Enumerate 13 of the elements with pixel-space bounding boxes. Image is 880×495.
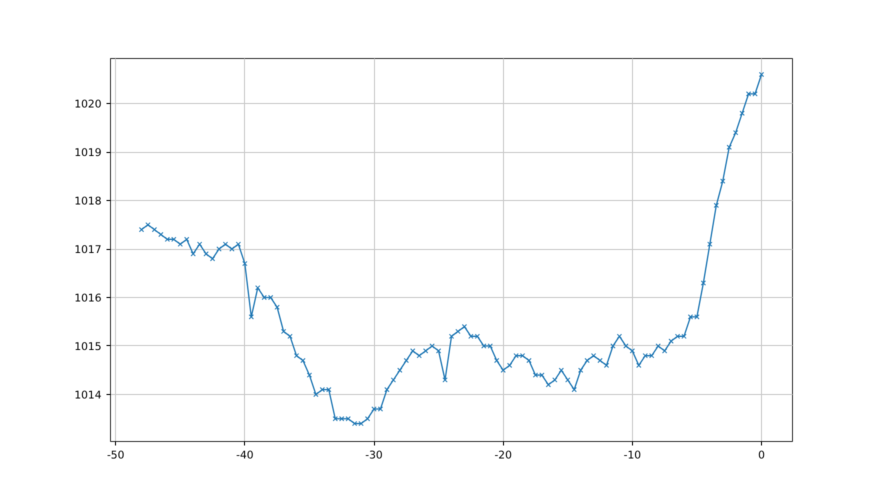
x-tick-label: -50 (106, 448, 125, 462)
x-tick-label: 0 (758, 448, 766, 462)
y-tick-label: 1014 (74, 388, 102, 402)
y-tick-label: 1019 (74, 146, 102, 160)
x-tick-label: -10 (624, 448, 642, 462)
y-tick-label: 1020 (74, 98, 102, 111)
y-tick-label: 1016 (74, 292, 102, 305)
x-tick-label: -30 (365, 448, 383, 462)
x-tick-label: -20 (494, 448, 512, 462)
x-tick-label: -40 (236, 448, 254, 462)
y-tick-label: 1015 (74, 340, 102, 353)
y-tick-label: 1018 (74, 194, 102, 208)
y-tick-label: 1017 (74, 243, 102, 256)
